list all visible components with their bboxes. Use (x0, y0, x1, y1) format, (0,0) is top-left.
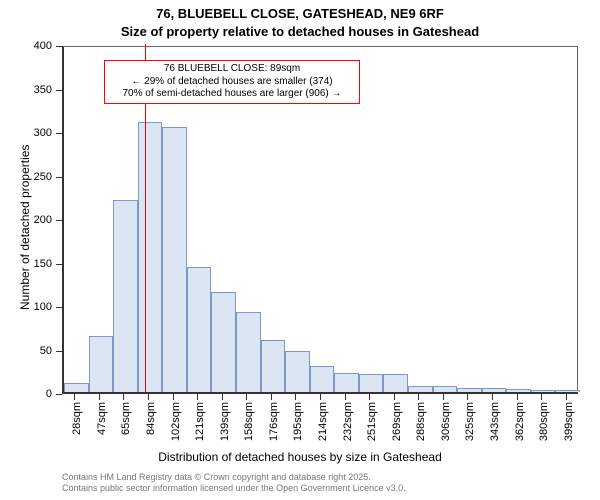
y-tick-mark (56, 307, 62, 308)
chart-title-main: 76, BLUEBELL CLOSE, GATESHEAD, NE9 6RF (0, 6, 600, 21)
x-tick-mark (173, 394, 174, 400)
x-tick-mark (517, 394, 518, 400)
x-tick-mark (394, 394, 395, 400)
x-tick-mark (467, 394, 468, 400)
histogram-bar (211, 292, 236, 392)
histogram-bar (310, 366, 335, 392)
histogram-bar (555, 390, 580, 392)
histogram-bar (506, 389, 531, 392)
histogram-bar (408, 386, 433, 392)
x-tick-label: 176sqm (268, 402, 280, 441)
footer-attribution: Contains HM Land Registry data © Crown c… (0, 472, 600, 494)
x-tick-label: 269sqm (391, 402, 403, 441)
x-tick-label: 214sqm (317, 402, 329, 441)
histogram-bar (531, 390, 556, 392)
histogram-bar (113, 200, 138, 392)
x-axis-label: Distribution of detached houses by size … (0, 450, 600, 464)
y-tick-mark (56, 46, 62, 47)
y-axis-label: Number of detached properties (18, 145, 32, 310)
x-tick-label: 158sqm (243, 402, 255, 441)
x-tick-mark (197, 394, 198, 400)
y-tick-label: 350 (0, 84, 52, 96)
y-tick-label: 250 (0, 171, 52, 183)
histogram-bar (482, 388, 507, 392)
histogram-bar (236, 312, 261, 392)
x-tick-mark (295, 394, 296, 400)
x-tick-label: 47sqm (96, 402, 108, 435)
histogram-bar (138, 122, 163, 392)
x-tick-label: 399sqm (563, 402, 575, 441)
annotation-header: 76 BLUEBELL CLOSE: 89sqm (111, 63, 353, 76)
x-tick-mark (418, 394, 419, 400)
x-tick-label: 102sqm (170, 402, 182, 441)
histogram-chart: 76, BLUEBELL CLOSE, GATESHEAD, NE9 6RF S… (0, 0, 600, 500)
x-tick-label: 325sqm (464, 402, 476, 441)
y-tick-label: 0 (0, 388, 52, 400)
histogram-bar (334, 373, 359, 392)
footer-line-1: Contains HM Land Registry data © Crown c… (62, 472, 600, 483)
x-tick-mark (320, 394, 321, 400)
x-tick-label: 65sqm (120, 402, 132, 435)
x-tick-label: 306sqm (440, 402, 452, 441)
annotation-box: 76 BLUEBELL CLOSE: 89sqm ← 29% of detach… (104, 60, 360, 104)
x-tick-label: 380sqm (538, 402, 550, 441)
y-tick-mark (56, 351, 62, 352)
x-tick-mark (246, 394, 247, 400)
y-tick-label: 200 (0, 214, 52, 226)
x-tick-label: 28sqm (71, 402, 83, 435)
x-tick-mark (99, 394, 100, 400)
y-tick-label: 300 (0, 127, 52, 139)
x-tick-mark (369, 394, 370, 400)
y-tick-mark (56, 177, 62, 178)
chart-title-sub: Size of property relative to detached ho… (0, 24, 600, 39)
histogram-bar (261, 340, 286, 392)
annotation-line-1: ← 29% of detached houses are smaller (37… (111, 76, 353, 89)
y-tick-mark (56, 220, 62, 221)
x-tick-label: 139sqm (219, 402, 231, 441)
y-tick-label: 400 (0, 40, 52, 52)
x-tick-label: 362sqm (514, 402, 526, 441)
x-tick-mark (541, 394, 542, 400)
x-tick-label: 251sqm (366, 402, 378, 441)
x-tick-label: 84sqm (145, 402, 157, 435)
x-tick-mark (222, 394, 223, 400)
x-tick-mark (123, 394, 124, 400)
x-tick-mark (443, 394, 444, 400)
histogram-bar (89, 336, 114, 392)
annotation-line-2: 70% of semi-detached houses are larger (… (111, 88, 353, 101)
y-tick-label: 150 (0, 258, 52, 270)
x-tick-mark (492, 394, 493, 400)
x-tick-mark (271, 394, 272, 400)
histogram-bar (162, 127, 187, 392)
x-tick-label: 195sqm (292, 402, 304, 441)
y-tick-mark (56, 264, 62, 265)
x-tick-mark (148, 394, 149, 400)
x-tick-mark (345, 394, 346, 400)
y-tick-label: 50 (0, 345, 52, 357)
histogram-bar (64, 383, 89, 392)
x-tick-mark (74, 394, 75, 400)
histogram-bar (285, 351, 310, 392)
x-tick-mark (566, 394, 567, 400)
histogram-bar (359, 374, 384, 392)
footer-line-2: Contains public sector information licen… (62, 483, 600, 494)
histogram-bar (457, 388, 482, 392)
y-tick-mark (56, 90, 62, 91)
x-tick-label: 343sqm (489, 402, 501, 441)
x-tick-label: 288sqm (415, 402, 427, 441)
y-tick-mark (56, 133, 62, 134)
histogram-bar (187, 267, 212, 392)
y-tick-mark (56, 394, 62, 395)
x-tick-label: 121sqm (194, 402, 206, 441)
y-tick-label: 100 (0, 301, 52, 313)
histogram-bar (383, 374, 408, 392)
x-tick-label: 232sqm (342, 402, 354, 441)
histogram-bar (433, 386, 458, 392)
